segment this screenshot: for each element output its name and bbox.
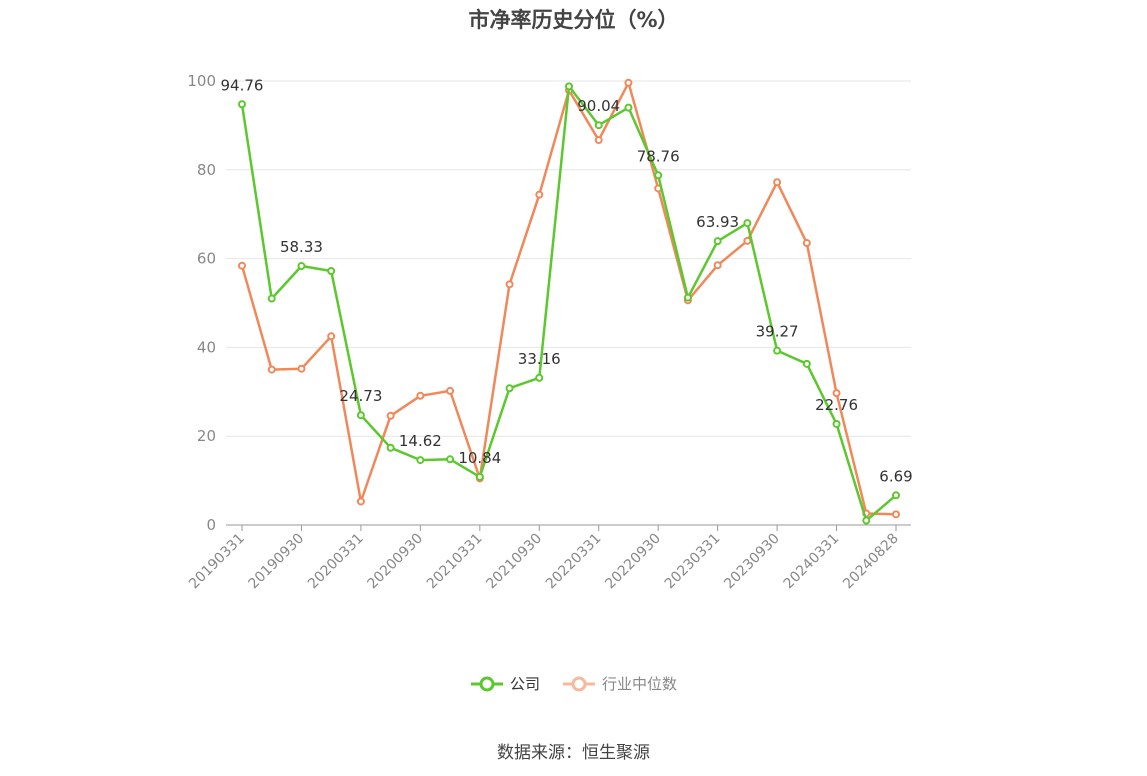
data-labels: 94.76 58.33 24.73 14.62 10.84 33.16 90.04 78.76…: [221, 76, 913, 485]
company-data-point: [267, 294, 276, 303]
industry-data-point: [238, 261, 246, 270]
company-data-point: [773, 346, 782, 355]
company-data-label: 14.62: [399, 432, 442, 450]
company-data-point: [802, 359, 811, 368]
industry-series-line: [240, 81, 897, 516]
company-data-point: [565, 82, 573, 91]
company-data-label: 10.84: [458, 449, 501, 467]
company-data-label: 22.76: [815, 396, 858, 414]
company-data-label: 63.93: [696, 213, 739, 231]
x-tick-label: 20240331: [781, 531, 843, 593]
industry-data-point: [356, 497, 365, 506]
company-data-point: [713, 237, 722, 246]
x-tick-label: 20220930: [602, 531, 664, 593]
company-data-point: [624, 103, 633, 112]
company-series-line: [240, 85, 897, 522]
x-tick-label: 20200331: [305, 531, 367, 593]
legend-company-marker-icon: [470, 676, 503, 691]
industry-data-point: [416, 391, 425, 400]
industry-data-point: [386, 411, 395, 420]
y-tick-label: 60: [197, 250, 216, 268]
company-data-label: 33.16: [518, 350, 561, 368]
x-tick-label: 20230331: [662, 531, 724, 593]
industry-data-point: [446, 386, 455, 395]
industry-data-point: [535, 190, 544, 199]
legend-industry-label: 行业中位数: [602, 675, 678, 693]
industry-data-point: [327, 332, 336, 341]
industry-data-point: [892, 510, 900, 519]
industry-data-point: [832, 389, 841, 398]
y-tick-label: 0: [206, 516, 216, 534]
x-tick-label: 20230930: [721, 531, 783, 593]
y-tick-label: 40: [197, 338, 216, 356]
company-data-point: [386, 443, 395, 452]
company-data-point: [446, 455, 455, 464]
x-tick-label: 20190930: [246, 531, 308, 593]
company-data-label: 58.33: [280, 238, 323, 256]
chart-title: 市净率历史分位（%）: [468, 8, 679, 32]
company-data-point: [416, 456, 425, 465]
company-data-label: 39.27: [756, 323, 799, 341]
legend-industry-marker-icon: [563, 676, 595, 691]
industry-data-point: [624, 78, 633, 87]
industry-data-point: [297, 364, 306, 373]
company-data-point: [654, 171, 663, 180]
industry-data-point: [802, 239, 811, 248]
company-data-label: 6.69: [879, 467, 912, 485]
series-group: [238, 78, 900, 525]
company-data-point: [297, 262, 306, 271]
company-data-point: [238, 100, 246, 109]
y-axis: 0 20 40 60 80 100: [187, 72, 216, 534]
company-data-point: [594, 121, 603, 130]
company-data-point: [505, 384, 514, 393]
company-data-label: 94.76: [221, 76, 264, 94]
company-data-point: [862, 516, 871, 525]
y-tick-label: 80: [197, 161, 216, 179]
y-tick-label: 20: [197, 427, 216, 445]
industry-data-point: [505, 280, 514, 289]
company-data-point: [356, 411, 365, 420]
y-tick-label: 100: [187, 72, 216, 90]
legend-company-label: 公司: [509, 675, 540, 693]
x-axis: 2019033120190930202003312020093020210331…: [186, 524, 911, 593]
company-data-point: [475, 472, 484, 481]
company-data-point: [327, 267, 336, 276]
company-data-label: 24.73: [339, 387, 382, 405]
grid-lines: [226, 80, 911, 437]
legend-item-company[interactable]: 公司: [470, 673, 540, 694]
company-data-label: 78.76: [637, 147, 680, 165]
data-source: 数据来源：恒生聚源: [497, 743, 650, 763]
x-tick-label: 20210930: [483, 531, 545, 593]
industry-data-point: [773, 178, 782, 187]
company-data-point: [743, 219, 752, 228]
company-data-point: [683, 293, 692, 302]
x-tick-label: 20200930: [364, 531, 426, 593]
industry-data-point: [594, 136, 603, 145]
x-tick-label: 20240828: [840, 531, 902, 593]
industry-data-point: [267, 365, 276, 374]
company-data-point: [832, 419, 841, 428]
company-data-label: 90.04: [577, 97, 620, 115]
legend: 公司 行业中位数: [0, 673, 1147, 694]
company-data-point: [892, 491, 900, 500]
x-tick-label: 20190331: [186, 531, 248, 593]
industry-data-point: [713, 261, 722, 270]
x-tick-label: 20210331: [424, 531, 486, 593]
industry-data-point: [743, 236, 752, 245]
company-data-point: [535, 373, 544, 382]
legend-item-industry[interactable]: 行业中位数: [562, 673, 677, 694]
x-tick-label: 20220331: [543, 531, 605, 593]
